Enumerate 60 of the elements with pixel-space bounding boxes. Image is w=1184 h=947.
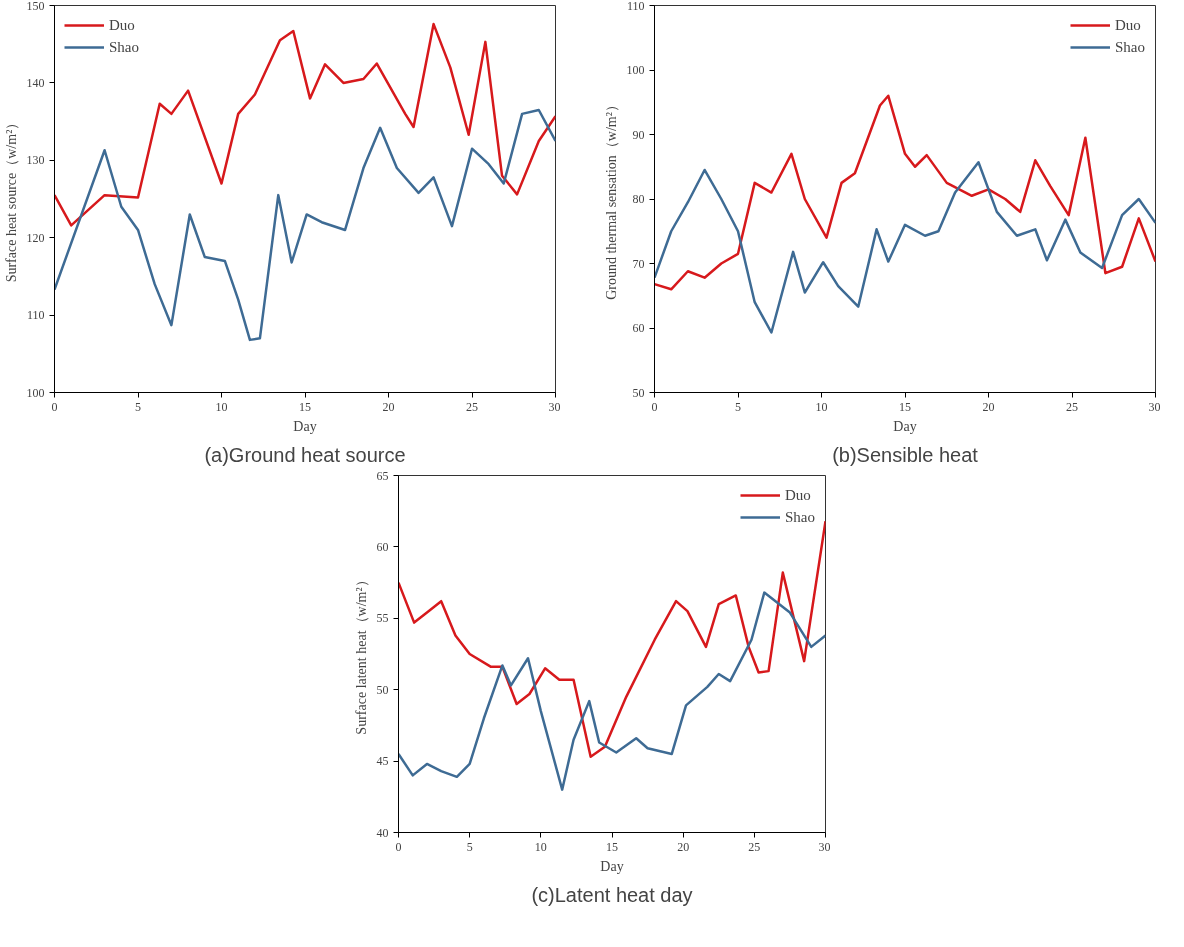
- y-tick-label: 50: [632, 385, 645, 400]
- x-tick-label: 25: [466, 399, 478, 414]
- x-tick-label: 10: [215, 399, 228, 414]
- x-tick-label: 25: [748, 839, 761, 854]
- legend-label: Shao: [785, 508, 815, 526]
- x-axis-title: Day: [893, 418, 917, 434]
- y-tick-label: 100: [26, 385, 45, 400]
- legend-label: Duo: [109, 16, 135, 34]
- legend-label: Shao: [109, 38, 139, 56]
- y-tick-label: 40: [376, 825, 389, 840]
- x-tick-label: 10: [815, 399, 828, 414]
- text: (b)Sensible heat: [832, 443, 979, 466]
- y-tick-label: 65: [376, 468, 389, 483]
- x-tick-label: 20: [982, 399, 995, 414]
- line-series: [398, 591, 826, 791]
- y-axis-title: Surface heat source（w/m²）: [3, 115, 19, 283]
- y-tick-label: 55: [376, 611, 389, 626]
- x-tick-label: 15: [299, 399, 311, 414]
- y-axis-title: Surface latent heat（w/m²）: [353, 573, 369, 735]
- y-tick-label: 100: [626, 63, 645, 77]
- x-tick-label: 5: [735, 399, 741, 414]
- x-tick-label: 30: [1148, 399, 1161, 414]
- legend-label: Duo: [785, 486, 811, 504]
- line-series: [654, 160, 1156, 334]
- y-tick-label: 120: [26, 230, 45, 245]
- y-tick-label: 80: [632, 192, 645, 206]
- x-tick-label: 0: [651, 399, 658, 414]
- x-tick-label: 0: [395, 839, 402, 854]
- y-tick-label: 60: [632, 321, 645, 335]
- y-tick-label: 110: [26, 308, 45, 323]
- x-tick-label: 30: [548, 399, 561, 414]
- y-tick-label: 90: [632, 127, 645, 142]
- x-tick-label: 15: [606, 839, 618, 854]
- x-tick-label: 20: [382, 399, 395, 414]
- x-tick-label: 5: [466, 839, 473, 854]
- x-tick-label: 20: [677, 839, 690, 854]
- y-tick-label: 140: [26, 75, 45, 90]
- x-tick-label: 30: [818, 839, 831, 854]
- line-series: [654, 94, 1156, 291]
- x-tick-label: 10: [534, 839, 547, 854]
- x-axis-title: Day: [600, 858, 624, 874]
- y-tick-label: 50: [376, 682, 389, 697]
- y-tick-label: 45: [376, 754, 389, 769]
- y-axis-title: Ground thermal sensation（w/m²）: [603, 98, 619, 300]
- legend-label: Duo: [1115, 16, 1141, 34]
- x-tick-label: 5: [135, 399, 141, 414]
- x-tick-label: 15: [899, 399, 911, 414]
- y-tick-label: 150: [26, 0, 45, 13]
- line-series: [54, 108, 556, 342]
- line-series: [54, 22, 556, 227]
- x-tick-label: 25: [1066, 399, 1078, 414]
- y-tick-label: 60: [376, 539, 389, 554]
- legend-label: Shao: [1115, 38, 1145, 56]
- y-tick-label: 70: [632, 256, 645, 271]
- text: (c)Latent heat day: [531, 883, 693, 906]
- x-tick-label: 0: [51, 399, 58, 414]
- x-axis-title: Day: [293, 418, 317, 434]
- y-tick-label: 110: [626, 0, 645, 13]
- y-tick-label: 130: [26, 153, 45, 168]
- text: (a)Ground heat source: [204, 443, 406, 466]
